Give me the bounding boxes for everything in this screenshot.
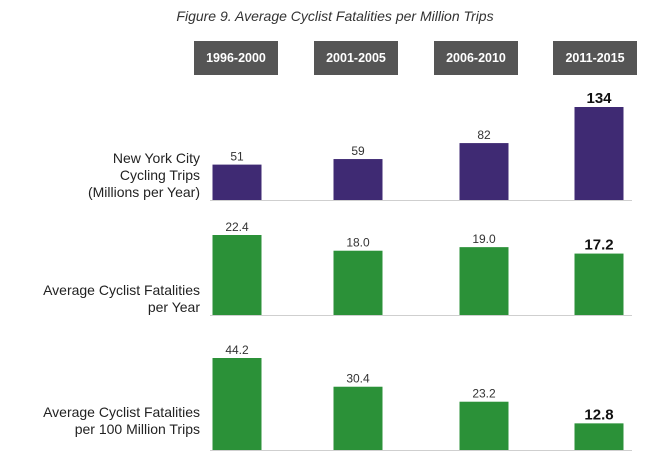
- period-header-1: 1996-2000: [194, 41, 278, 75]
- period-header-2: 2001-2005: [314, 41, 398, 75]
- row-label-line: Cycling Trips: [119, 167, 200, 183]
- row-label-fatalities: Average Cyclist Fatalities per Year: [43, 282, 200, 316]
- bar-trips-2: [333, 159, 383, 200]
- bar-trips-3: [459, 143, 509, 200]
- row-label-line: New York City: [112, 150, 200, 166]
- data-label-fatalities-3: 19.0: [472, 232, 496, 246]
- data-label-trips-4: 134: [586, 90, 612, 107]
- row-label-line: Average Cyclist Fatalities: [43, 282, 200, 298]
- data-label-fatalities-per-trips-4: 12.8: [584, 406, 613, 423]
- bar-fatalities-1: [212, 235, 262, 315]
- period-header-3: 2006-2010: [434, 41, 518, 75]
- bar-fatalities-3: [459, 247, 509, 315]
- bar-trips-1: [212, 164, 262, 200]
- data-label-fatalities-4: 17.2: [584, 237, 613, 254]
- bar-fatalities-per-trips-2: [333, 386, 383, 450]
- row-label-fatalities-per-trips: Average Cyclist Fatalities per 100 Milli…: [43, 404, 200, 438]
- data-label-fatalities-per-trips-2: 30.4: [346, 372, 370, 386]
- bar-fatalities-per-trips-4: [574, 423, 624, 450]
- data-label-fatalities-per-trips-3: 23.2: [472, 387, 496, 401]
- data-label-trips-3: 82: [477, 128, 491, 142]
- row-label-line: per Year: [147, 299, 200, 315]
- row-label-line: (Millions per Year): [87, 184, 200, 200]
- bar-fatalities-4: [574, 253, 624, 315]
- bar-fatalities-per-trips-1: [212, 358, 262, 450]
- data-label-fatalities-per-trips-1: 44.2: [225, 343, 249, 357]
- bar-trips-4: [574, 107, 624, 200]
- row-label-trips: New York City Cycling Trips (Millions pe…: [88, 150, 200, 201]
- row-label-line: per 100 Million Trips: [74, 421, 200, 437]
- data-label-trips-2: 59: [351, 144, 365, 158]
- chart-title: Figure 9. Average Cyclist Fatalities per…: [176, 8, 494, 24]
- period-header-4: 2011-2015: [553, 41, 637, 75]
- bar-fatalities-per-trips-3: [459, 401, 509, 450]
- bar-fatalities-2: [333, 250, 383, 315]
- data-label-fatalities-2: 18.0: [346, 236, 370, 250]
- row-label-line: Average Cyclist Fatalities: [43, 404, 200, 420]
- data-label-trips-1: 51: [230, 150, 244, 164]
- data-label-fatalities-1: 22.4: [225, 220, 249, 234]
